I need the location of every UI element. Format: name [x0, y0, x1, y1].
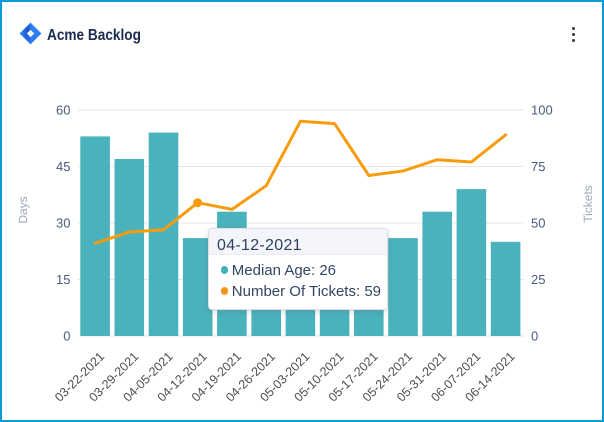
svg-text:Tickets: Tickets	[581, 185, 595, 223]
svg-text:Days: Days	[16, 196, 30, 223]
svg-text:50: 50	[531, 216, 545, 231]
svg-text:0: 0	[531, 329, 538, 344]
svg-text:45: 45	[56, 159, 70, 174]
svg-text:75: 75	[531, 159, 545, 174]
svg-text:0: 0	[63, 329, 70, 344]
svg-text:30: 30	[56, 216, 70, 231]
svg-text:60: 60	[56, 103, 70, 118]
svg-text:15: 15	[56, 272, 70, 287]
svg-text:100: 100	[531, 103, 553, 118]
svg-text:25: 25	[531, 272, 545, 287]
